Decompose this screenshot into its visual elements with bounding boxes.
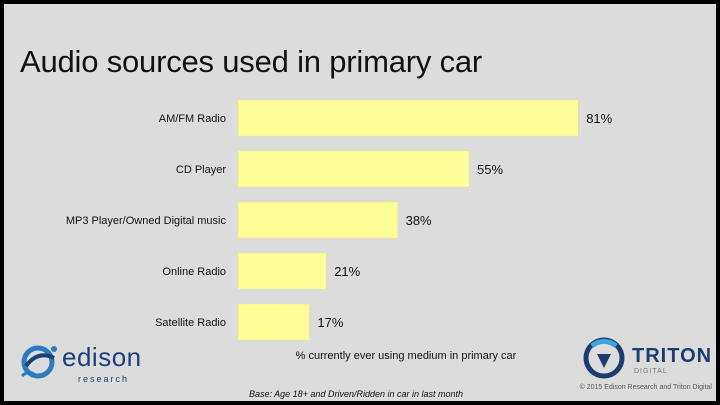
- data-label-0: 81%: [586, 111, 612, 126]
- triton-sub-wordmark: DIGITAL: [634, 368, 668, 375]
- bar-1: [237, 150, 470, 188]
- data-label-4: 17%: [317, 315, 343, 330]
- base-note: Base: Age 18+ and Driven/Ridden in car i…: [4, 389, 716, 399]
- bar-4: [237, 303, 310, 341]
- category-label-2: MP3 Player/Owned Digital music: [66, 215, 227, 227]
- bar-chart: AM/FM Radio 81% CD Player 55% MP3 Player/Own…: [66, 99, 613, 341]
- triton-emblem-icon: [583, 337, 625, 379]
- chart-subtitle: % currently ever using medium in primary…: [4, 350, 716, 362]
- bar-3: [237, 252, 327, 290]
- edison-sub-wordmark: research: [78, 374, 130, 384]
- slide: Audio sources used in primary car AM/FM …: [4, 4, 716, 401]
- category-label-3: Online Radio: [162, 266, 226, 278]
- edison-research-logo: edison research: [18, 340, 158, 388]
- triton-digital-logo: TRITON DIGITAL: [582, 336, 712, 380]
- copyright-text: © 2015 Edison Research and Triton Digita…: [579, 384, 712, 391]
- edison-swirl-icon: [20, 345, 57, 379]
- bar-2: [237, 201, 398, 239]
- bar-0: [237, 99, 579, 137]
- edison-wordmark: edison: [62, 342, 142, 372]
- data-label-1: 55%: [477, 162, 503, 177]
- base-note-text: Base: Age 18+ and Driven/Ridden in car i…: [248, 389, 464, 399]
- data-label-2: 38%: [406, 213, 432, 228]
- category-label-4: Satellite Radio: [155, 317, 226, 329]
- chart-title: Audio sources used in primary car: [20, 44, 483, 79]
- category-label-1: CD Player: [176, 164, 226, 176]
- triton-wordmark: TRITON: [632, 345, 713, 367]
- chart-subtitle-text: % currently ever using medium in primary…: [295, 350, 517, 362]
- data-label-3: 21%: [334, 264, 360, 279]
- category-label-0: AM/FM Radio: [159, 113, 226, 125]
